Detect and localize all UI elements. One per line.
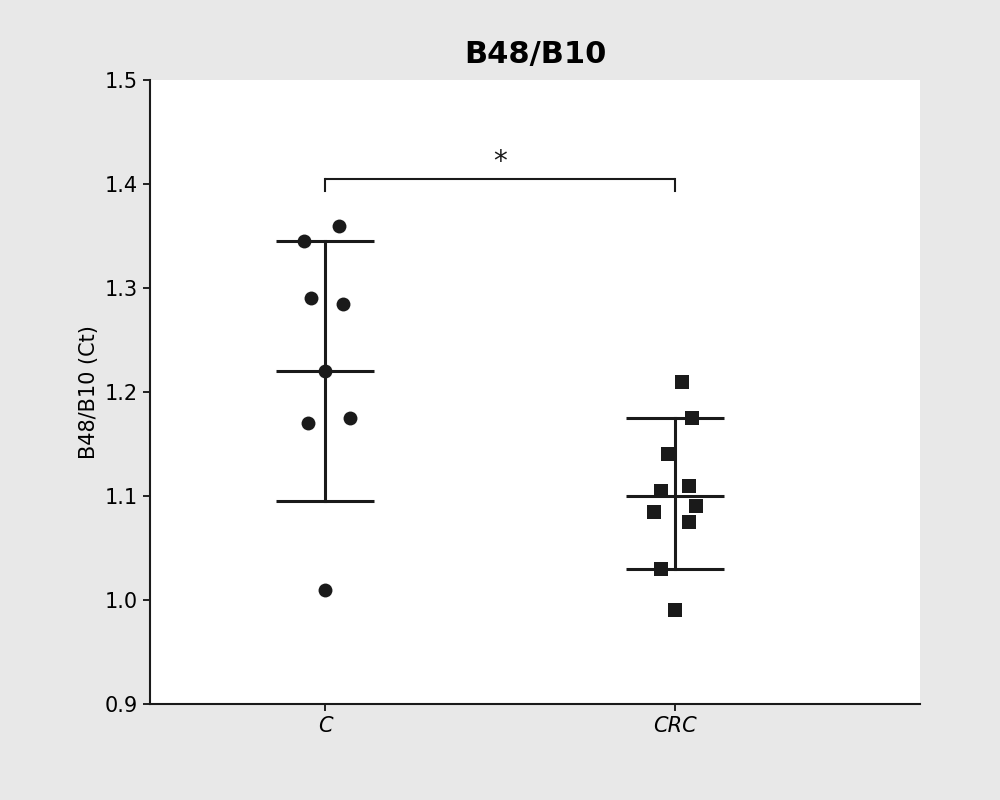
Point: [660, 448, 676, 461]
Point: [303, 292, 319, 305]
Y-axis label: B48/B10 (Ct): B48/B10 (Ct): [79, 325, 99, 459]
Point: [684, 411, 700, 424]
Point: [296, 235, 312, 248]
Title: B48/B10: B48/B10: [464, 40, 606, 70]
Point: [342, 411, 358, 424]
Point: [317, 583, 333, 596]
Point: [653, 484, 669, 497]
Point: [688, 500, 704, 513]
Point: [674, 375, 690, 388]
Point: [317, 365, 333, 378]
Point: [334, 298, 351, 310]
Text: *: *: [493, 148, 507, 176]
Point: [646, 506, 662, 518]
Point: [681, 515, 697, 528]
Point: [667, 604, 683, 617]
Point: [300, 417, 316, 430]
Point: [653, 562, 669, 575]
Point: [331, 219, 347, 232]
Point: [681, 479, 697, 492]
